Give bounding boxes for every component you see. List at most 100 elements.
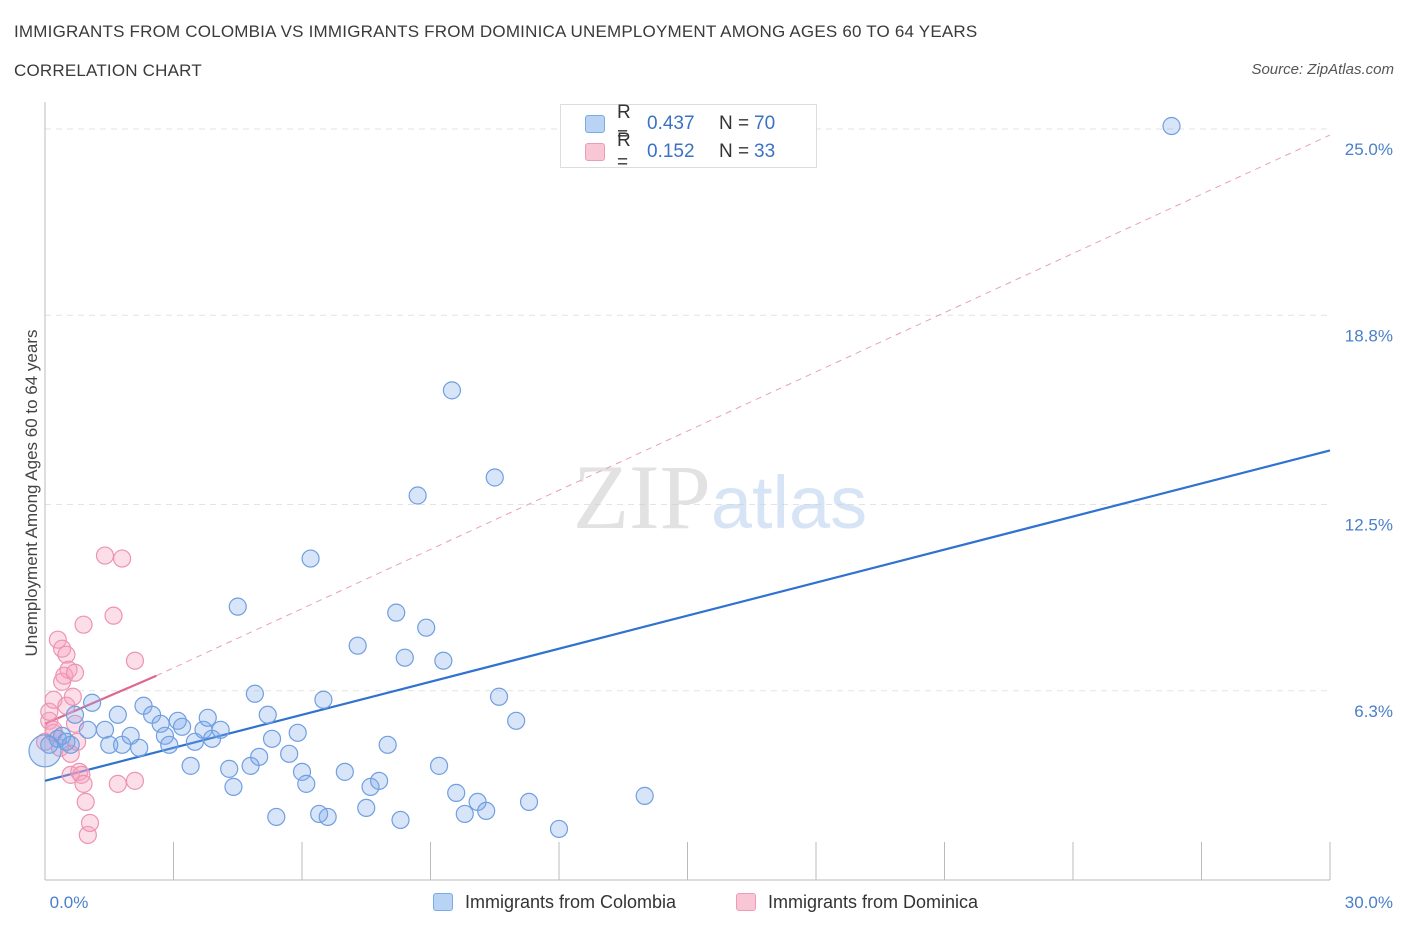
legend-item-colombia: Immigrants from Colombia: [433, 889, 676, 915]
colombia-point: [160, 735, 179, 754]
colombia-point: [95, 720, 115, 739]
colombia-r-value: 0.437: [647, 113, 695, 134]
series-colombia-points: [28, 116, 1181, 839]
colombia-point: [387, 603, 406, 622]
y-tick-label: 18.8%: [1345, 326, 1393, 345]
legend-item-dominica: Immigrants from Dominica: [736, 889, 978, 915]
colombia-point: [378, 735, 397, 754]
dominica-point: [108, 774, 127, 793]
colombia-point: [258, 705, 277, 724]
colombia-point: [348, 636, 367, 655]
dominica-n-label: N =: [719, 141, 750, 162]
colombia-point: [100, 735, 119, 754]
x-tick-label: 0.0%: [50, 893, 89, 912]
colombia-point: [78, 720, 97, 739]
dominica-point: [65, 663, 85, 682]
colombia-point: [224, 777, 243, 796]
dominica-legend-swatch: [736, 893, 756, 911]
dominica-point: [40, 702, 59, 721]
dominica-r-value: 0.152: [647, 141, 695, 162]
colombia-point: [28, 734, 62, 768]
colombia-n-value: 70: [754, 113, 776, 134]
dominica-point: [70, 762, 89, 781]
stats-legend: R = 0.437 N = 70 R = 0.152 N = 33: [560, 102, 817, 173]
watermark: ZIPatlas: [573, 446, 867, 548]
colombia-point: [1162, 116, 1181, 136]
colombia-point: [635, 786, 654, 805]
colombia-point: [172, 717, 192, 736]
colombia-point: [245, 684, 264, 703]
colombia-swatch: [585, 115, 605, 133]
colombia-point: [417, 618, 436, 637]
colombia-point: [292, 762, 312, 781]
colombia-point: [267, 807, 286, 827]
colombia-point: [489, 687, 509, 706]
legend-row-dominica: R = 0.152 N = 33: [585, 130, 776, 173]
colombia-point: [485, 468, 504, 487]
colombia-point: [181, 756, 200, 775]
colombia-point: [211, 720, 230, 739]
colombia-point: [335, 762, 354, 781]
colombia-point: [395, 648, 414, 667]
dominica-r-label: R =: [617, 130, 631, 173]
colombia-point: [130, 738, 149, 757]
colombia-point: [297, 774, 316, 793]
colombia-point: [61, 735, 80, 754]
y-tick-label: 25.0%: [1345, 140, 1393, 159]
colombia-point: [519, 792, 539, 811]
colombia-point: [391, 810, 410, 830]
colombia-legend-swatch: [433, 893, 453, 911]
colombia-point: [83, 693, 102, 712]
dominica-point: [80, 813, 100, 833]
colombia-point: [65, 705, 85, 724]
colombia-point: [314, 690, 333, 709]
legend-row-colombia: R = 0.437 N = 70: [585, 102, 776, 145]
colombia-point: [477, 801, 496, 821]
colombia-point: [442, 381, 462, 400]
dominica-n-value: 33: [754, 141, 776, 162]
colombia-point: [447, 783, 466, 802]
colombia-n-label: N =: [719, 113, 750, 134]
colombia-point: [318, 807, 337, 827]
colombia-point: [429, 756, 449, 775]
dominica-point: [48, 630, 67, 649]
x-tick-label: 30.0%: [1345, 893, 1393, 912]
colombia-point: [280, 744, 299, 763]
tick-labels: 6.3% 12.5% 18.8% 25.0% 0.0% 30.0%: [50, 140, 1393, 912]
series-dominica-points: [35, 546, 145, 845]
colombia-trend-line: [44, 449, 1331, 782]
colombia-point: [370, 771, 389, 790]
dominica-point: [125, 771, 145, 790]
colombia-point: [408, 486, 427, 505]
dominica-trend-extension: [156, 134, 1331, 677]
dominica-point: [74, 774, 93, 793]
dominica-point: [104, 606, 123, 625]
dominica-point: [74, 615, 93, 634]
dominica-point: [57, 645, 76, 664]
dominica-swatch: [585, 143, 605, 161]
colombia-point: [357, 798, 376, 818]
colombia-point: [549, 819, 569, 839]
colombia-point: [108, 705, 127, 724]
colombia-point: [220, 759, 239, 778]
dominica-point: [76, 792, 95, 811]
y-tick-label: 6.3%: [1354, 702, 1393, 721]
y-axis-label: Unemployment Among Ages 60 to 64 years: [22, 330, 41, 657]
colombia-point: [434, 651, 453, 670]
dominica-point: [63, 687, 82, 706]
colombia-point: [250, 747, 269, 766]
y-tick-label: 12.5%: [1345, 516, 1393, 535]
colombia-point: [198, 708, 217, 727]
colombia-point: [155, 726, 175, 745]
colombia-point: [288, 723, 307, 742]
colombia-r-label: R =: [617, 102, 631, 145]
colombia-point: [151, 714, 170, 733]
dominica-legend-label: Immigrants from Dominica: [768, 891, 979, 912]
colombia-point: [228, 597, 247, 616]
chart-subtitle: CORRELATION CHART: [14, 61, 202, 80]
colombia-point: [301, 549, 320, 568]
dominica-point: [125, 651, 145, 670]
dominica-point: [112, 549, 132, 568]
colombia-point: [455, 804, 474, 824]
dominica-point: [95, 546, 115, 565]
